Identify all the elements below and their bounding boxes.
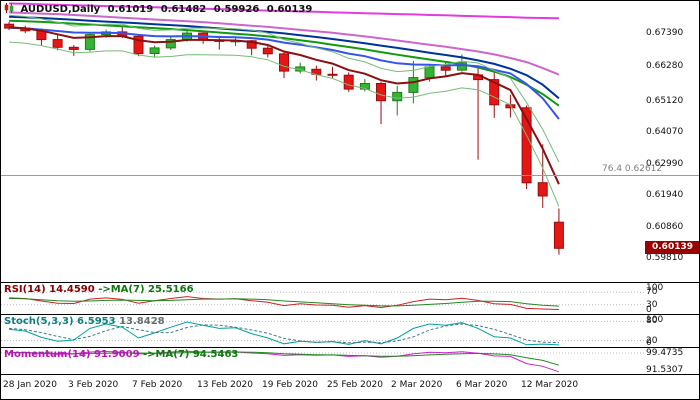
bull-candle — [84, 34, 95, 50]
close-value: 0.60139 — [266, 4, 313, 15]
fib-pct: 76.4 — [602, 164, 623, 174]
stoch-d-line — [9, 323, 559, 344]
bear-candle — [553, 221, 564, 249]
pane-separator[interactable] — [1, 314, 699, 315]
momentum-pane[interactable] — [1, 348, 645, 374]
bear-candle — [133, 35, 144, 55]
date-label: 28 Jan 2020 — [3, 380, 57, 390]
bull-candle — [359, 83, 370, 90]
rsi-scale-label: 100 — [646, 283, 664, 293]
bull-candle — [424, 66, 435, 79]
fib-price: 0.62612 — [624, 164, 663, 174]
date-label: 13 Feb 2020 — [197, 380, 254, 390]
rsi-pane[interactable] — [1, 283, 645, 314]
bear-candle — [68, 46, 79, 50]
stoch-pane[interactable] — [1, 315, 645, 347]
channel-upper-line — [9, 14, 560, 163]
bear-candle — [279, 53, 289, 72]
momentum-scale-label: 91.5307 — [646, 365, 684, 375]
date-label: 3 Feb 2020 — [68, 380, 119, 390]
date-label: 12 Mar 2020 — [521, 380, 579, 390]
channel-lower-line — [9, 41, 560, 207]
price-axis-label: 0.59810 — [646, 253, 684, 263]
rsi-value-label: RSI(14) 14.4590 — [4, 284, 95, 295]
main-chart-pane[interactable] — [1, 2, 645, 282]
stoch-scale-label: 80 — [646, 316, 658, 326]
rsi-title: RSI(14) 14.4590 ->MA(7) 25.5166 — [4, 284, 194, 295]
high-value: 0.61482 — [160, 4, 207, 15]
bear-candle — [376, 83, 386, 102]
rsi-ma-label: ->MA(7) 25.5166 — [98, 284, 194, 295]
bear-candle — [52, 39, 63, 48]
momentum-value-label: Momentum(14) 91.9009 — [4, 349, 140, 360]
price-axis-label: 0.65120 — [646, 96, 684, 106]
bear-candle — [537, 182, 548, 197]
rsi-scale-label: 70 — [646, 287, 658, 297]
bull-candle — [165, 39, 176, 49]
pane-separator[interactable] — [1, 347, 699, 348]
symbol-timeframe-label: AUDUSD,Daily — [20, 4, 101, 15]
price-axis-label: 0.66280 — [646, 61, 684, 71]
bull-candle — [392, 91, 403, 102]
date-label: 2 Mar 2020 — [391, 380, 443, 390]
date-label: 19 Feb 2020 — [262, 380, 319, 390]
momentum-ma-label: ->MA(7) 94.5463 — [143, 349, 239, 360]
stoch-scale-label: 0 — [646, 338, 652, 348]
ma-magenta-line — [9, 2, 559, 20]
momentum-ma-line — [9, 351, 560, 366]
last-price-marker: 0.60139 — [645, 241, 699, 254]
bull-candle — [149, 47, 160, 55]
bear-candle — [440, 66, 451, 71]
rsi-ma-line — [9, 298, 559, 307]
ma-blue-line — [9, 26, 560, 120]
date-label: 7 Feb 2020 — [132, 380, 183, 390]
fib-retracement-label: 76.4 0.62612 — [602, 164, 662, 174]
bear-candle — [262, 47, 273, 55]
stoch-title: Stoch(5,3,3) 6.5953 13.8428 — [4, 316, 165, 327]
price-axis-label: 0.64070 — [646, 127, 684, 137]
price-axis-label: 0.60860 — [646, 222, 684, 232]
momentum-title: Momentum(14) 91.9009 ->MA(7) 94.5463 — [4, 349, 238, 360]
bear-candle — [343, 74, 354, 90]
chart-header: AUDUSD,Daily 0.61019 0.61482 0.59926 0.6… — [4, 3, 312, 15]
bear-candle — [489, 79, 500, 106]
stoch-scale-label: 20 — [646, 336, 658, 346]
price-axis[interactable]: 0.67390 0.66280 0.65120 0.64070 0.62990 0.619… — [645, 1, 699, 375]
price-axis-label: 0.62990 — [646, 159, 684, 169]
momentum-line — [9, 350, 560, 373]
time-axis[interactable]: 28 Jan 2020 3 Feb 2020 7 Feb 2020 13 Feb 20… — [1, 375, 699, 399]
fib-retracement-line[interactable] — [1, 175, 699, 176]
price-axis-label: 0.67390 — [646, 28, 684, 38]
low-value: 0.59926 — [213, 4, 260, 15]
date-label: 6 Mar 2020 — [456, 380, 508, 390]
rsi-line — [9, 296, 559, 310]
ma-navy-line — [9, 15, 560, 100]
bull-candle — [408, 77, 419, 93]
stoch-value2-label: 13.8428 — [119, 316, 165, 327]
pane-separator[interactable] — [1, 282, 699, 283]
ma-darkred-line — [9, 26, 560, 185]
stoch-scale-label: 100 — [646, 315, 664, 325]
rsi-scale-label: 30 — [646, 300, 658, 310]
date-label: 25 Feb 2020 — [327, 380, 384, 390]
rsi-scale-label: 0 — [646, 305, 652, 315]
bear-candle — [246, 40, 257, 49]
candlestick-icon — [4, 3, 14, 13]
stoch-value-label: Stoch(5,3,3) 6.5953 — [4, 316, 116, 327]
open-value: 0.61019 — [107, 4, 154, 15]
bear-candle — [327, 73, 338, 76]
ma-orchid-line — [9, 11, 560, 76]
momentum-scale-label: 99.4735 — [646, 348, 684, 358]
pane-separator[interactable] — [1, 374, 699, 375]
price-axis-label: 0.61940 — [646, 190, 684, 200]
